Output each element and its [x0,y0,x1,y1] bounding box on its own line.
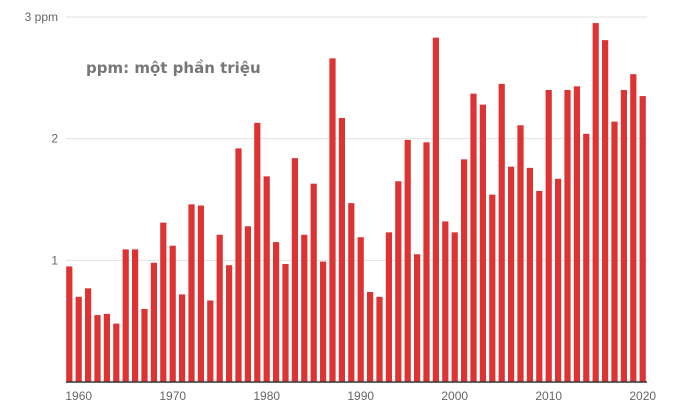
bar-1978 [244,226,251,382]
y-tick-label: 2 [51,132,58,146]
x-tick-label: 2000 [441,389,468,403]
bar-2007 [517,125,524,382]
bar-1972 [188,204,195,382]
bar-1979 [254,122,261,382]
bar-1980 [263,176,270,382]
bars [66,23,646,383]
bar-2009 [536,190,543,382]
bar-2005 [498,83,505,383]
bar-1959 [66,266,73,382]
bar-1974 [207,300,214,382]
bar-1965 [122,249,129,382]
bar-1987 [329,58,336,383]
bar-2011 [555,178,562,382]
bar-1997 [423,142,430,382]
bar-1994 [395,181,402,382]
y-axis-ticks: 3 ppm 2 1 [25,10,59,267]
bar-2004 [489,194,496,382]
y-tick-label: 3 ppm [25,10,58,24]
bar-1973 [197,205,204,382]
bar-1983 [291,158,298,382]
bar-2006 [508,166,515,382]
bar-2000 [451,232,458,382]
bar-1964 [113,323,120,382]
bar-2012 [564,90,571,382]
bar-1993 [385,232,392,382]
bar-1967 [141,309,148,382]
y-tick-label: 1 [51,253,58,267]
bar-1981 [273,242,280,382]
bar-1976 [226,265,233,382]
x-tick-label: 2010 [535,389,562,403]
bar-2002 [470,93,477,383]
bar-2008 [526,167,533,382]
x-tick-label: 1980 [253,389,280,403]
x-tick-label: 1990 [347,389,374,403]
bar-2016 [602,40,609,383]
bar-2003 [479,104,486,382]
bar-1977 [235,148,242,382]
bar-1963 [103,313,110,382]
bar-1990 [357,237,364,382]
bar-2019 [630,74,637,383]
bar-1962 [94,315,101,382]
bar-1996 [414,254,421,382]
bar-2018 [620,90,627,382]
bar-1985 [310,183,317,382]
bar-1999 [442,221,449,382]
unit-annotation: ppm: một phần triệu [86,59,261,77]
bar-2014 [583,133,590,382]
bar-1998 [432,37,439,383]
bar-1966 [132,249,139,382]
bar-2020 [639,96,646,382]
bar-2015 [592,23,599,383]
bar-2001 [461,159,468,382]
bar-2013 [573,86,580,382]
bar-1989 [348,203,355,382]
bar-1970 [169,245,176,382]
bar-1968 [150,262,157,382]
x-tick-label: 1960 [65,389,92,403]
bar-2010 [545,90,552,382]
bar-1982 [282,263,289,382]
bar-1984 [301,234,308,382]
bar-1995 [404,139,411,382]
bar-1991 [367,291,374,382]
x-axis-ticks: 1960 1970 1980 1990 2000 2010 2020 [65,389,656,403]
bar-1971 [179,294,186,382]
x-tick-label: 1970 [159,389,186,403]
bar-1975 [216,234,223,382]
bar-1960 [75,296,82,382]
bar-1992 [376,296,383,382]
bar-1988 [338,117,345,382]
bar-1961 [85,288,92,382]
x-tick-label: 2020 [629,389,656,403]
bar-2017 [611,121,618,382]
bar-1969 [160,222,167,382]
bar-1986 [320,261,327,382]
